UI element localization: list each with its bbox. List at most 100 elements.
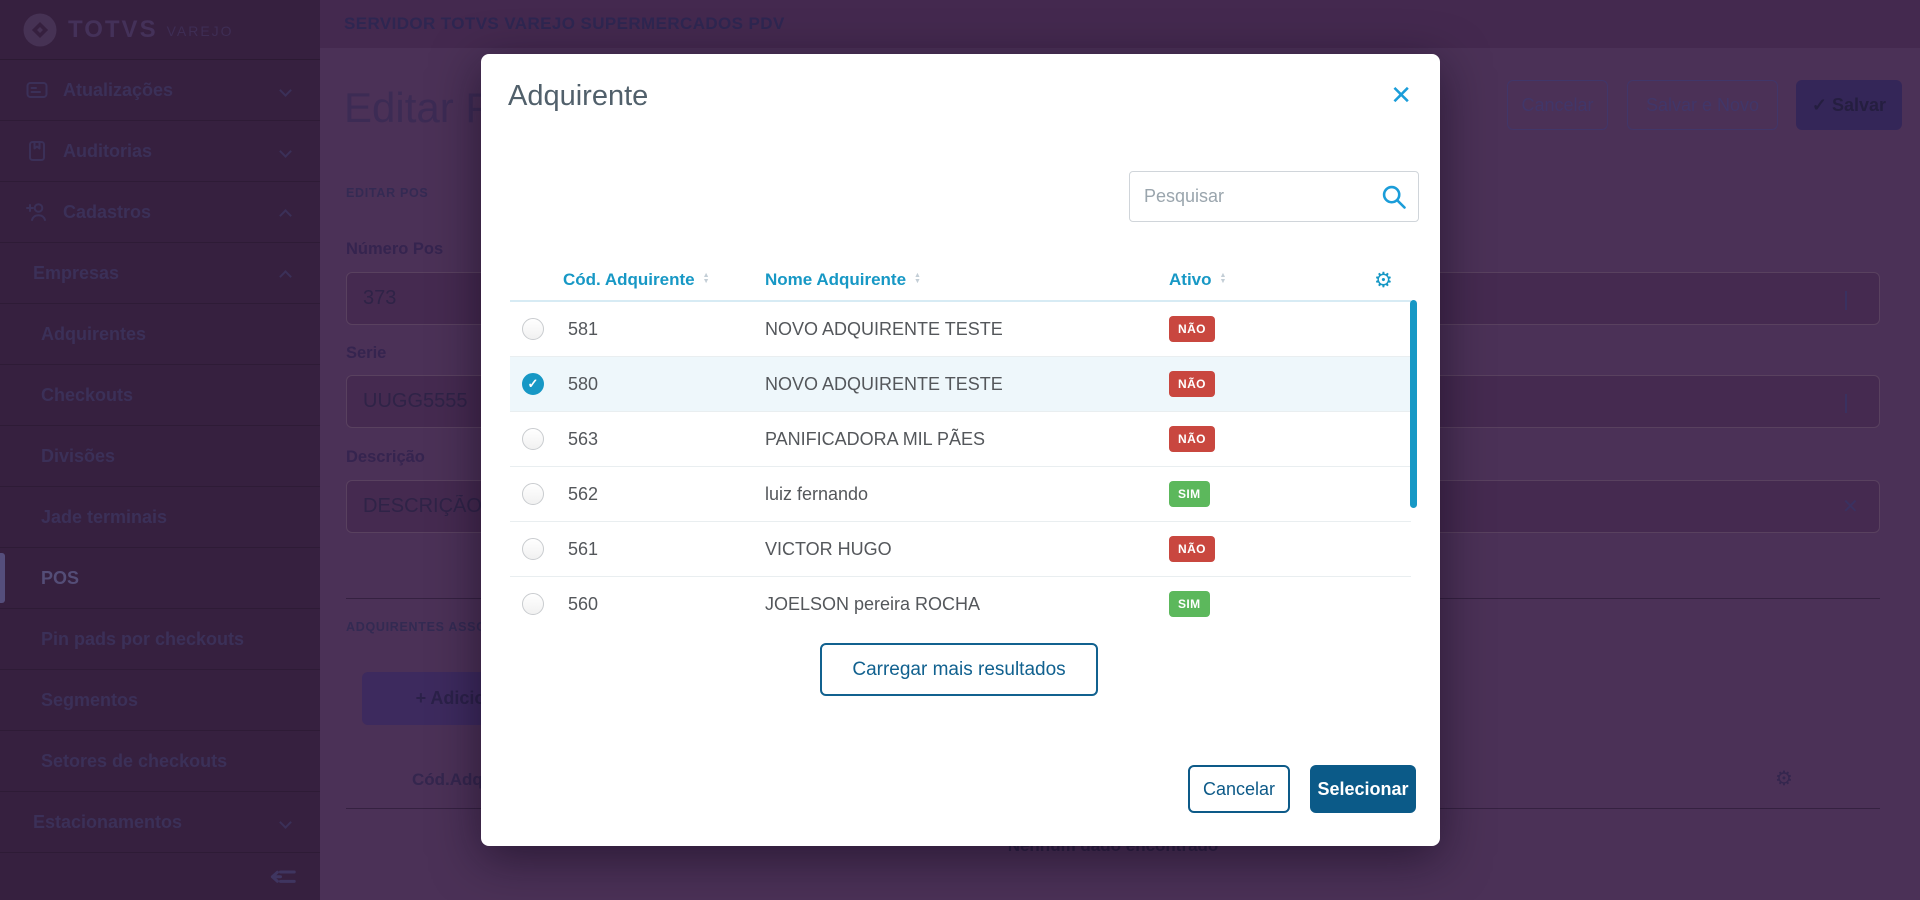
sort-icon: ▲ ▼ (914, 272, 921, 285)
row-code: 563 (568, 428, 599, 449)
scrollbar-thumb[interactable] (1410, 300, 1417, 508)
user-plus-icon (25, 200, 49, 224)
sidebar-item-atualizacoes[interactable]: Atualizações (0, 60, 320, 121)
brand-logo[interactable]: TOTVS VAREJO (0, 0, 320, 60)
adquirente-row[interactable]: 562 luiz fernando SIM (510, 467, 1411, 522)
row-radio[interactable] (522, 428, 544, 450)
sidebar-menu: Atualizações Auditorias Cadastros Empresas A… (0, 60, 320, 853)
sidebar-item-adquirentes[interactable]: Adquirentes (0, 304, 320, 365)
chevron-down-icon (279, 83, 292, 97)
sidebar-item-label: Atualizações (63, 79, 174, 100)
chevron-down-icon (279, 144, 292, 158)
chevron-down-icon (279, 815, 292, 829)
row-name: JOELSON pereira ROCHA (765, 593, 981, 614)
sidebar-item-label: Setores de checkouts (41, 750, 228, 771)
clear-x-icon[interactable]: ✕ (1842, 496, 1859, 518)
adquirente-row[interactable]: 560 JOELSON pereira ROCHA SIM (510, 577, 1411, 622)
row-name: PANIFICADORA MIL PÃES (765, 428, 986, 449)
row-radio-selected[interactable]: ✓ (522, 373, 544, 395)
chevron-down-icon (1845, 291, 1847, 310)
adquirente-modal: Adquirente ✕ Cód. Adquirente▲▼ Nome Adqu… (481, 54, 1440, 846)
search-icon[interactable] (1380, 183, 1408, 211)
row-code: 562 (568, 483, 599, 504)
sidebar-item-auditorias[interactable]: Auditorias (0, 121, 320, 182)
row-radio[interactable] (522, 318, 544, 340)
sidebar-item-label: Auditorias (63, 140, 153, 161)
sidebar-item-cadastros[interactable]: Cadastros (0, 182, 320, 243)
brand-name: TOTVS (68, 15, 158, 43)
topbar: SERVIDOR TOTVS VAREJO SUPERMERCADOS PDV (320, 0, 1920, 48)
column-header-ativo[interactable]: Ativo ▲ ▼ (1169, 270, 1227, 289)
close-icon[interactable]: ✕ (1390, 80, 1412, 110)
sidebar-item-empresas[interactable]: Empresas (0, 243, 320, 304)
row-radio[interactable] (522, 593, 544, 615)
row-active-badge: SIM (1169, 481, 1210, 507)
table-settings-gear-icon[interactable]: ⚙ (1374, 269, 1393, 292)
adquirente-row[interactable]: 561 VICTOR HUGO NÃO (510, 522, 1411, 577)
sidebar-item-label: Pin pads por checkouts (41, 628, 245, 649)
sort-icon: ▲ ▼ (1219, 272, 1227, 285)
cancel-button[interactable]: Cancelar (1507, 80, 1608, 130)
sidebar: TOTVS VAREJO Atualizações Auditorias Cadas… (0, 0, 320, 900)
load-more-button[interactable]: Carregar mais resultados (820, 643, 1098, 696)
row-name: NOVO ADQUIRENTE TESTE (765, 318, 1003, 339)
row-active-badge: SIM (1169, 591, 1210, 617)
search-box (1129, 171, 1419, 222)
modal-select-button[interactable]: Selecionar (1310, 765, 1416, 813)
sidebar-item-label: Divisões (41, 445, 116, 466)
sidebar-item-segmentos[interactable]: Segmentos (0, 670, 320, 731)
column-header-name[interactable]: Nome Adquirente ▲ ▼ (765, 270, 921, 289)
modal-cancel-button[interactable]: Cancelar (1188, 765, 1290, 813)
column-header-code[interactable]: Cód. Adquirente ▲ ▼ (563, 270, 710, 289)
collapse-sidebar-icon[interactable] (268, 862, 298, 888)
numero-pos-label: Número Pos (346, 240, 444, 258)
audit-book-icon (25, 139, 49, 163)
adquirente-list: 581 NOVO ADQUIRENTE TESTE NÃO ✓ 580 NOVO ADQU… (510, 300, 1411, 622)
save-button[interactable]: ✓ Salvar (1796, 80, 1902, 130)
brand-product: VAREJO (166, 23, 234, 39)
sidebar-item-label: Cadastros (63, 201, 152, 222)
sidebar-item-divisoes[interactable]: Divisões (0, 426, 320, 487)
row-active-badge: NÃO (1169, 536, 1215, 562)
sidebar-item-label: Checkouts (41, 384, 134, 405)
sidebar-item-checkouts[interactable]: Checkouts (0, 365, 320, 426)
adquirente-row[interactable]: 581 NOVO ADQUIRENTE TESTE NÃO (510, 302, 1411, 357)
adquirente-row[interactable]: 563 PANIFICADORA MIL PÃES NÃO (510, 412, 1411, 467)
sidebar-item-pos[interactable]: POS (0, 548, 320, 609)
chevron-up-icon (279, 269, 292, 283)
row-code: 581 (568, 318, 599, 339)
sidebar-item-label: Empresas (33, 262, 120, 283)
row-code: 560 (568, 593, 599, 614)
sort-icon: ▲ ▼ (702, 272, 710, 285)
row-active-badge: NÃO (1169, 371, 1215, 397)
row-name: NOVO ADQUIRENTE TESTE (765, 373, 1003, 394)
descricao-label: Descrição (346, 448, 425, 466)
sidebar-item-jade-terminais[interactable]: Jade terminais (0, 487, 320, 548)
sidebar-item-setores-de-checkouts[interactable]: Setores de checkouts (0, 731, 320, 792)
row-radio[interactable] (522, 483, 544, 505)
sidebar-item-pin-pads-por-checkouts[interactable]: Pin pads por checkouts (0, 609, 320, 670)
serie-label: Serie (346, 344, 387, 362)
sidebar-item-estacionamentos[interactable]: Estacionamentos (0, 792, 320, 853)
row-code: 580 (568, 373, 599, 394)
sidebar-item-label: Estacionamentos (33, 811, 183, 832)
sidebar-item-label: POS (41, 567, 80, 588)
breadcrumb: EDITAR POS (346, 186, 429, 200)
row-code: 561 (568, 538, 599, 559)
row-name: VICTOR HUGO (765, 538, 892, 559)
chevron-up-icon (279, 208, 292, 222)
chevron-down-icon (1845, 394, 1847, 413)
row-active-badge: NÃO (1169, 316, 1215, 342)
search-input[interactable] (1130, 172, 1418, 221)
save-and-new-button[interactable]: Salvar e Novo (1627, 80, 1778, 130)
sidebar-item-label: Adquirentes (41, 323, 147, 344)
adquirente-row[interactable]: ✓ 580 NOVO ADQUIRENTE TESTE NÃO (510, 357, 1411, 412)
modal-title: Adquirente (508, 80, 649, 112)
row-name: luiz fernando (765, 483, 869, 504)
sidebar-item-label: Jade terminais (41, 506, 168, 527)
assoc-gear-icon[interactable]: ⚙ (1775, 768, 1793, 790)
totvs-logo-icon (23, 13, 57, 46)
row-radio[interactable] (522, 538, 544, 560)
updates-card-icon (25, 78, 49, 102)
sidebar-item-label: Segmentos (41, 689, 139, 710)
